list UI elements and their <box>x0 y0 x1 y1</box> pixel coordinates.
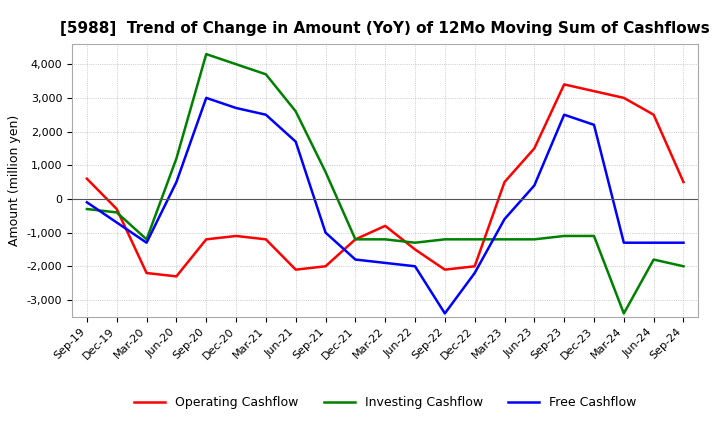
Operating Cashflow <box>590 88 598 94</box>
Investing Cashflow <box>292 109 300 114</box>
Free Cashflow <box>292 139 300 144</box>
Legend: Operating Cashflow, Investing Cashflow, Free Cashflow: Operating Cashflow, Investing Cashflow, … <box>129 391 642 414</box>
Operating Cashflow <box>500 180 509 185</box>
Free Cashflow <box>619 240 628 246</box>
Free Cashflow <box>410 264 419 269</box>
Free Cashflow <box>351 257 360 262</box>
Free Cashflow <box>172 180 181 185</box>
Investing Cashflow <box>112 210 121 215</box>
Operating Cashflow <box>470 264 479 269</box>
Free Cashflow <box>441 311 449 316</box>
Operating Cashflow <box>530 146 539 151</box>
Operating Cashflow <box>619 95 628 100</box>
Operating Cashflow <box>410 247 419 252</box>
Investing Cashflow <box>679 264 688 269</box>
Free Cashflow <box>112 220 121 225</box>
Investing Cashflow <box>143 237 151 242</box>
Operating Cashflow <box>143 270 151 275</box>
Operating Cashflow <box>112 206 121 212</box>
Free Cashflow <box>470 270 479 275</box>
Operating Cashflow <box>261 237 270 242</box>
Operating Cashflow <box>679 180 688 185</box>
Investing Cashflow <box>202 51 210 57</box>
Free Cashflow <box>261 112 270 117</box>
Operating Cashflow <box>441 267 449 272</box>
Free Cashflow <box>321 230 330 235</box>
Investing Cashflow <box>619 311 628 316</box>
Investing Cashflow <box>500 237 509 242</box>
Free Cashflow <box>83 200 91 205</box>
Investing Cashflow <box>351 237 360 242</box>
Free Cashflow <box>202 95 210 100</box>
Investing Cashflow <box>321 169 330 175</box>
Free Cashflow <box>560 112 569 117</box>
Operating Cashflow <box>292 267 300 272</box>
Investing Cashflow <box>83 206 91 212</box>
Investing Cashflow <box>232 62 240 67</box>
Investing Cashflow <box>410 240 419 246</box>
Free Cashflow <box>590 122 598 128</box>
Operating Cashflow <box>649 112 658 117</box>
Investing Cashflow <box>560 233 569 238</box>
Investing Cashflow <box>441 237 449 242</box>
Operating Cashflow <box>381 223 390 228</box>
Line: Operating Cashflow: Operating Cashflow <box>87 84 683 276</box>
Y-axis label: Amount (million yen): Amount (million yen) <box>8 115 21 246</box>
Line: Free Cashflow: Free Cashflow <box>87 98 683 313</box>
Free Cashflow <box>530 183 539 188</box>
Investing Cashflow <box>381 237 390 242</box>
Free Cashflow <box>232 105 240 110</box>
Operating Cashflow <box>83 176 91 181</box>
Operating Cashflow <box>172 274 181 279</box>
Investing Cashflow <box>172 156 181 161</box>
Free Cashflow <box>500 216 509 222</box>
Operating Cashflow <box>202 237 210 242</box>
Free Cashflow <box>679 240 688 246</box>
Investing Cashflow <box>590 233 598 238</box>
Free Cashflow <box>143 240 151 246</box>
Investing Cashflow <box>530 237 539 242</box>
Operating Cashflow <box>351 237 360 242</box>
Line: Investing Cashflow: Investing Cashflow <box>87 54 683 313</box>
Investing Cashflow <box>649 257 658 262</box>
Operating Cashflow <box>560 82 569 87</box>
Investing Cashflow <box>470 237 479 242</box>
Investing Cashflow <box>261 72 270 77</box>
Free Cashflow <box>381 260 390 266</box>
Title: [5988]  Trend of Change in Amount (YoY) of 12Mo Moving Sum of Cashflows: [5988] Trend of Change in Amount (YoY) o… <box>60 21 710 36</box>
Operating Cashflow <box>321 264 330 269</box>
Operating Cashflow <box>232 233 240 238</box>
Free Cashflow <box>649 240 658 246</box>
